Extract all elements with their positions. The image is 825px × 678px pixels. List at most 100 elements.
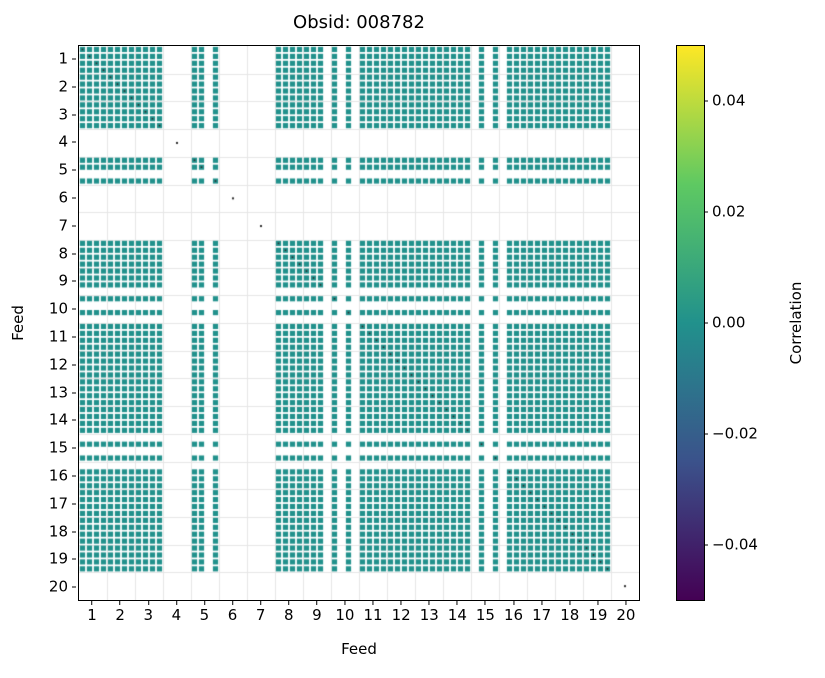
colorbar-tick-mark	[704, 100, 708, 102]
y-axis-tick-label: 12	[48, 355, 68, 374]
colorbar-tick: −0.04	[704, 537, 758, 552]
x-axis-tick-label: 17	[532, 606, 552, 624]
colorbar-tick: 0.00	[704, 315, 745, 331]
y-axis-tick-label: 9	[58, 271, 68, 290]
x-axis-tick-label: 3	[143, 606, 154, 624]
x-axis-tick: 5	[199, 601, 210, 624]
y-tick-mark	[72, 225, 76, 227]
y-axis-tick-label: 1	[58, 49, 68, 68]
x-axis-tick-label: 4	[171, 606, 182, 624]
y-axis-tick: 20	[49, 579, 76, 595]
y-axis-tick: 4	[58, 134, 76, 150]
y-tick-mark	[72, 586, 76, 588]
colorbar-tick-mark	[704, 211, 708, 213]
x-tick-mark	[513, 601, 515, 605]
x-axis-tick: 8	[284, 601, 294, 623]
x-tick-mark	[456, 601, 458, 605]
colorbar-tick: −0.02	[704, 426, 758, 441]
y-axis-tick: 11	[49, 329, 76, 344]
y-axis-tick-label: 18	[48, 522, 68, 540]
x-tick-mark	[400, 601, 402, 605]
x-axis-tick: 20	[616, 601, 635, 623]
y-tick-mark	[72, 308, 76, 310]
y-tick-mark	[72, 197, 76, 199]
x-axis-tick: 18	[560, 601, 579, 623]
x-tick-mark	[372, 601, 374, 605]
x-axis-tick-label: 7	[255, 606, 266, 624]
x-axis-tick-label: 15	[475, 606, 495, 624]
x-axis-tick-label: 1	[87, 606, 97, 624]
x-axis-tick-label: 5	[199, 606, 210, 624]
x-axis-tick: 7	[255, 601, 266, 624]
y-axis-tick-label: 6	[58, 188, 68, 207]
y-axis-tick: 16	[49, 468, 76, 483]
y-tick-mark	[72, 58, 76, 60]
y-axis-tick-label: 13	[48, 383, 68, 401]
y-axis-label: Feed	[9, 305, 27, 341]
x-tick-mark	[484, 601, 486, 605]
colorbar-tick-label: 0.02	[712, 202, 746, 221]
y-tick-mark	[72, 447, 76, 449]
x-axis-tick: 15	[476, 601, 495, 623]
y-axis-ticks: 1 2 3 4 5 6 7 8 9 10 11 12 13 14 15 16 17 18 19 20	[0, 45, 76, 601]
x-tick-mark	[260, 601, 262, 605]
x-tick-mark	[175, 601, 177, 605]
figure-title: Obsid: 008782	[293, 12, 425, 33]
y-tick-mark	[72, 169, 76, 171]
y-axis-tick: 14	[48, 410, 76, 429]
y-tick-mark	[72, 419, 76, 421]
x-tick-mark	[119, 601, 121, 605]
x-axis-tick-label: 13	[419, 606, 439, 624]
x-tick-mark	[597, 601, 599, 605]
y-axis-tick-label: 3	[58, 105, 68, 123]
y-axis-tick-label: 5	[58, 160, 68, 179]
x-axis-tick: 4	[171, 601, 182, 624]
x-axis-tick-label: 8	[283, 606, 294, 624]
x-axis-ticks: 1 2 3 4 5 6 7 8 9 10 11 12 13 14 15 16 17 18 19 20	[78, 601, 640, 631]
x-axis-tick: 11	[364, 601, 383, 623]
x-tick-mark	[541, 601, 543, 605]
x-tick-mark	[203, 601, 205, 605]
x-axis-tick: 17	[532, 601, 551, 623]
y-tick-mark	[72, 114, 76, 115]
y-tick-mark	[72, 503, 76, 505]
y-axis-tick-label: 11	[48, 327, 68, 346]
colorbar-tick-label: −0.02	[712, 424, 758, 443]
colorbar-tick-mark	[704, 433, 708, 435]
y-axis-tick: 5	[58, 160, 76, 179]
y-axis-tick: 6	[58, 190, 76, 205]
colorbar-label: Correlation	[787, 281, 805, 365]
x-axis-tick-label: 12	[391, 606, 411, 624]
y-axis-tick-label: 10	[48, 299, 68, 318]
x-axis-tick-label: 2	[115, 606, 125, 624]
colorbar-tick: 0.04	[704, 91, 746, 110]
x-tick-mark	[344, 601, 346, 605]
y-axis-tick-label: 14	[48, 410, 68, 429]
y-tick-mark	[72, 558, 76, 560]
x-tick-mark	[91, 601, 93, 605]
y-axis-tick: 2	[58, 79, 76, 94]
x-tick-mark	[428, 601, 430, 605]
x-axis-tick-label: 20	[616, 606, 636, 624]
y-axis-tick-label: 2	[58, 77, 68, 96]
x-tick-mark	[147, 601, 149, 605]
x-axis-tick-label: 14	[447, 606, 467, 624]
x-axis-tick: 9	[312, 601, 322, 623]
y-tick-mark	[72, 280, 76, 282]
x-axis-label: Feed	[341, 640, 377, 658]
heatmap-plot	[78, 45, 640, 601]
y-axis-tick: 17	[49, 496, 76, 511]
y-axis-tick-label: 16	[48, 466, 68, 485]
colorbar-tick-label: 0.04	[712, 91, 746, 110]
x-axis-tick-label: 18	[560, 606, 580, 624]
x-axis-tick: 14	[448, 601, 467, 623]
x-tick-mark	[288, 601, 290, 605]
y-axis-tick: 12	[49, 357, 76, 372]
y-tick-mark	[72, 253, 76, 254]
y-tick-mark	[72, 86, 76, 88]
y-axis-tick: 8	[58, 246, 76, 261]
y-tick-mark	[72, 531, 76, 532]
y-axis-tick-label: 8	[58, 244, 68, 262]
y-axis-tick: 13	[49, 385, 76, 400]
